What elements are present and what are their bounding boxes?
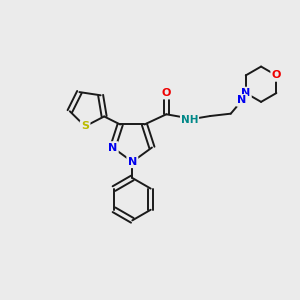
Text: N: N xyxy=(108,142,117,152)
Text: N: N xyxy=(128,157,137,167)
Text: NH: NH xyxy=(181,115,198,125)
Text: N: N xyxy=(241,88,250,98)
Text: O: O xyxy=(272,70,281,80)
Text: S: S xyxy=(81,121,89,131)
Text: O: O xyxy=(162,88,171,98)
Text: N: N xyxy=(237,95,247,105)
